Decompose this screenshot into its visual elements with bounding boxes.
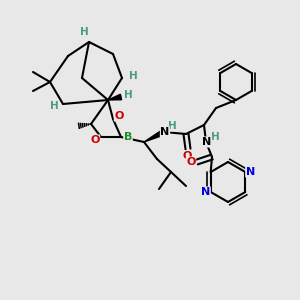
- Polygon shape: [108, 94, 122, 100]
- Text: H: H: [50, 101, 58, 111]
- Text: H: H: [80, 27, 88, 37]
- Text: B: B: [124, 132, 132, 142]
- Text: H: H: [211, 132, 219, 142]
- Text: N: N: [246, 167, 255, 177]
- Text: N: N: [160, 127, 169, 137]
- Text: N: N: [201, 187, 210, 197]
- Text: H: H: [168, 121, 176, 131]
- Text: O: O: [90, 135, 100, 145]
- Text: H: H: [124, 90, 132, 100]
- Text: N: N: [202, 137, 211, 147]
- Text: H: H: [129, 71, 137, 81]
- Text: O: O: [186, 157, 196, 167]
- Polygon shape: [144, 130, 165, 142]
- Text: O: O: [114, 111, 124, 121]
- Text: O: O: [182, 151, 192, 161]
